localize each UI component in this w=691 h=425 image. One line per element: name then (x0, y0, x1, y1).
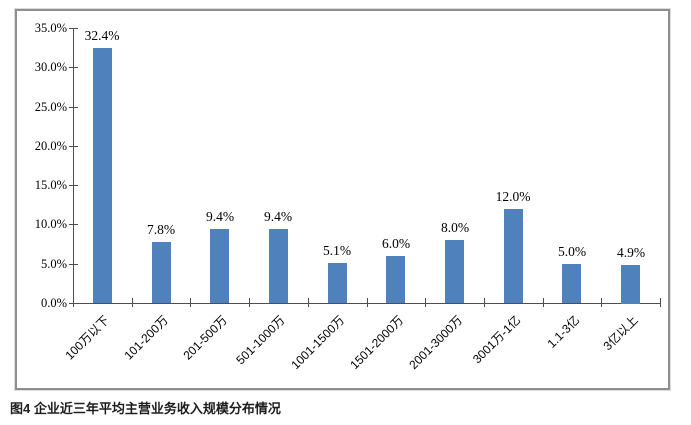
y-axis-tick-label: 5.0% (40, 257, 67, 271)
y-axis-tick-label: 35.0% (34, 21, 67, 35)
x-axis-tick-label: 3亿以上 (600, 313, 641, 354)
y-axis-tick (69, 224, 78, 225)
bar-value-label: 4.9% (616, 245, 646, 260)
x-axis-tick (132, 298, 133, 307)
x-axis-tick-label: 1.1-3亿 (544, 313, 582, 351)
y-axis-tick-label: 10.0% (34, 217, 67, 231)
bar-value-label: 8.0% (440, 220, 470, 235)
bar-value-label: 6.0% (381, 236, 411, 251)
y-axis-tick (69, 107, 78, 108)
y-axis-tick-label: 20.0% (34, 139, 67, 153)
x-axis-tick-label: 501-1000万 (233, 313, 288, 368)
x-axis-tick (190, 298, 191, 307)
y-axis-tick (69, 185, 78, 186)
x-axis-tick (73, 298, 74, 307)
x-axis-tick-label: 1001-1500万 (287, 313, 347, 372)
x-axis-tick-label: 101-200万 (121, 313, 171, 363)
bar-value-label: 5.1% (322, 243, 352, 258)
bar (386, 256, 405, 303)
x-axis-tick-label: 2001-3000万 (405, 313, 465, 372)
x-axis-tick (367, 298, 368, 307)
bar-value-label: 7.8% (146, 222, 176, 237)
y-axis-tick (69, 67, 78, 68)
bar (152, 242, 171, 303)
bar-value-label: 12.0% (495, 189, 531, 204)
y-axis-tick (69, 146, 78, 147)
bar (445, 240, 464, 303)
bar-value-label: 9.4% (205, 209, 235, 224)
y-axis-line (73, 28, 74, 304)
bar (93, 48, 112, 303)
y-axis-tick-label: 30.0% (34, 60, 67, 74)
x-axis-tick (308, 298, 309, 307)
y-axis-tick-label: 0.0% (40, 296, 67, 310)
x-axis-tick (484, 298, 485, 307)
bar (210, 229, 229, 303)
x-axis-tick-label: 1501-2000万 (346, 313, 406, 372)
bar-value-label: 9.4% (263, 209, 293, 224)
y-axis-tick (69, 264, 78, 265)
bar-value-label: 5.0% (557, 244, 587, 259)
bar (562, 264, 581, 303)
x-axis-tick (601, 298, 602, 307)
figure-border: 0.0% 5.0% 10.0% 15.0% 20.0% 25.0% 30.0% 35.0% 32… (15, 9, 670, 390)
x-axis-tick-label: 201-500万 (180, 313, 230, 363)
x-axis-tick (425, 298, 426, 307)
x-axis-tick (543, 298, 544, 307)
x-axis-tick-label: 3001万-1亿 (469, 313, 523, 367)
bar (269, 229, 288, 303)
bar (621, 265, 640, 304)
y-axis-tick-label: 25.0% (34, 100, 67, 114)
bar-value-label: 32.4% (84, 28, 120, 43)
bar (504, 209, 523, 303)
x-axis-tick (249, 298, 250, 307)
bar (328, 263, 347, 303)
x-axis-tick (660, 298, 661, 307)
figure-caption: 图4 企业近三年平均主营业务收入规模分布情况 (10, 401, 281, 416)
x-axis-tick-label: 100万以下 (62, 313, 112, 363)
y-axis-tick (69, 28, 78, 29)
y-axis-tick-label: 15.0% (34, 178, 67, 192)
